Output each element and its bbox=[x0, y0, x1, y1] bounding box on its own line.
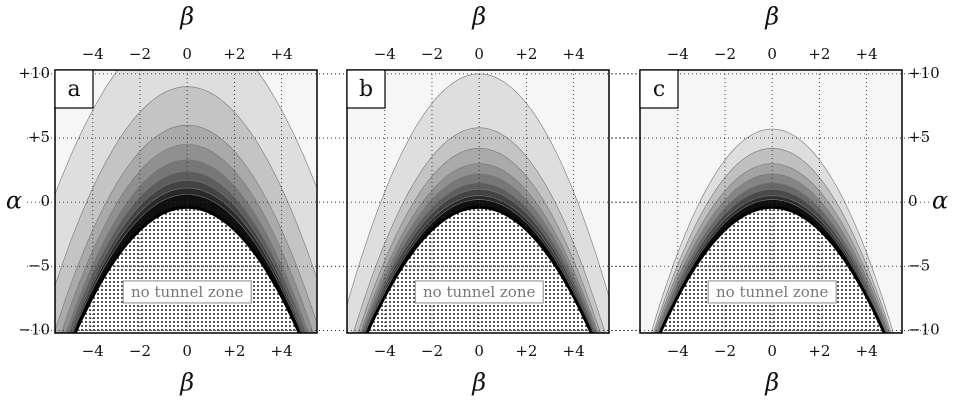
panel-frame bbox=[639, 69, 903, 334]
y-tick-label: −10 bbox=[18, 320, 50, 338]
x-tick-label: −2 bbox=[421, 342, 443, 360]
y-tick-label: +10 bbox=[908, 64, 940, 82]
x2-tick-label: 0 bbox=[767, 45, 777, 63]
x-axis-label: β bbox=[471, 369, 486, 397]
panel bbox=[640, 70, 902, 333]
x-tick-label: −2 bbox=[714, 342, 736, 360]
x2-tick-label: +4 bbox=[563, 45, 585, 63]
annotation: no tunnel zone bbox=[131, 283, 244, 301]
x2-tick-label: −4 bbox=[374, 45, 396, 63]
x2-tick-label: −2 bbox=[129, 45, 151, 63]
x2-tick-label: +4 bbox=[271, 45, 293, 63]
x2-axis-label: β bbox=[471, 3, 486, 31]
panel-label: c bbox=[653, 77, 665, 102]
y-tick-label: +10 bbox=[18, 64, 50, 82]
panel-label-box bbox=[54, 69, 94, 109]
panel bbox=[347, 70, 609, 333]
annotation-box bbox=[122, 280, 252, 304]
panel-label: b bbox=[359, 77, 373, 102]
y-tick-label: +5 bbox=[28, 128, 50, 146]
annotation: no tunnel zone bbox=[716, 283, 829, 301]
x-axis-label: β bbox=[179, 369, 194, 397]
y-axis-label: α bbox=[6, 187, 22, 215]
x2-tick-label: −2 bbox=[714, 45, 736, 63]
x2-tick-label: 0 bbox=[474, 45, 484, 63]
x-tick-label: +2 bbox=[808, 342, 830, 360]
x2-tick-label: +4 bbox=[856, 45, 878, 63]
y-tick-label: −5 bbox=[908, 256, 930, 274]
x2-axis-label: β bbox=[179, 3, 194, 31]
x-tick-label: 0 bbox=[474, 342, 484, 360]
y-tick-label: +5 bbox=[908, 128, 930, 146]
y-axis-label: α bbox=[932, 187, 948, 215]
x2-tick-label: +2 bbox=[223, 45, 245, 63]
x-tick-label: +4 bbox=[271, 342, 293, 360]
x-tick-label: 0 bbox=[182, 342, 192, 360]
annotation-box bbox=[707, 280, 837, 304]
y-tick-label: −10 bbox=[908, 320, 940, 338]
panel-frame bbox=[346, 69, 610, 334]
x-tick-label: +4 bbox=[563, 342, 585, 360]
x-tick-label: −4 bbox=[667, 342, 689, 360]
panel-frame bbox=[54, 69, 318, 334]
x-tick-label: +2 bbox=[515, 342, 537, 360]
x2-tick-label: −4 bbox=[667, 45, 689, 63]
panel-label-box bbox=[346, 69, 386, 109]
x2-tick-label: 0 bbox=[182, 45, 192, 63]
x2-tick-label: −2 bbox=[421, 45, 443, 63]
panel-label: a bbox=[67, 77, 80, 102]
x-tick-label: +4 bbox=[856, 342, 878, 360]
annotation-box bbox=[414, 280, 544, 304]
x-tick-label: −2 bbox=[129, 342, 151, 360]
x-tick-label: 0 bbox=[767, 342, 777, 360]
x-tick-label: +2 bbox=[223, 342, 245, 360]
x-tick-label: −4 bbox=[82, 342, 104, 360]
x-tick-label: −4 bbox=[374, 342, 396, 360]
y-tick-label: 0 bbox=[908, 192, 918, 210]
panel-label-box bbox=[639, 69, 679, 109]
annotation: no tunnel zone bbox=[423, 283, 536, 301]
y-tick-label: 0 bbox=[40, 192, 50, 210]
x2-tick-label: −4 bbox=[82, 45, 104, 63]
x2-axis-label: β bbox=[764, 3, 779, 31]
x-axis-label: β bbox=[764, 369, 779, 397]
y-tick-label: −5 bbox=[28, 256, 50, 274]
x2-tick-label: +2 bbox=[808, 45, 830, 63]
x2-tick-label: +2 bbox=[515, 45, 537, 63]
